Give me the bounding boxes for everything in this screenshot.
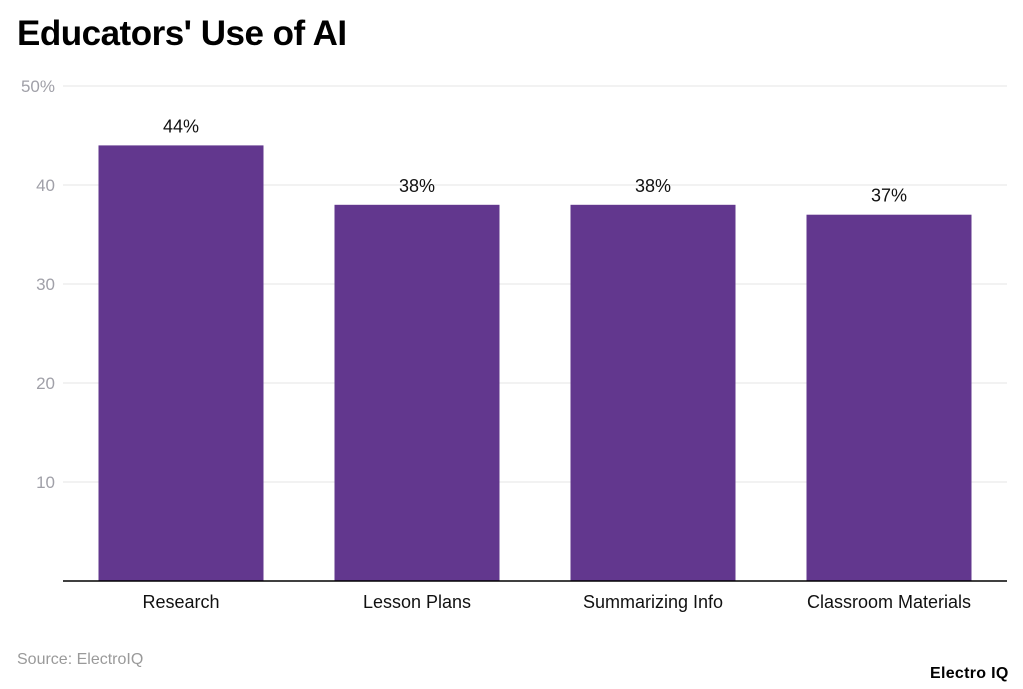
source-note: Source: ElectroIQ: [17, 651, 144, 668]
bars: [98, 145, 972, 582]
y-tick-label: 40: [36, 176, 55, 195]
y-tick-label: 20: [36, 374, 55, 393]
brand-logo: Electro IQ: [930, 665, 1009, 682]
y-tick-label: 10: [36, 473, 55, 492]
data-label: 44%: [163, 116, 199, 136]
bar: [806, 214, 972, 581]
x-category-label: Classroom Materials: [807, 592, 971, 612]
x-category-label: Lesson Plans: [363, 592, 471, 612]
bar: [570, 204, 736, 582]
data-label: 38%: [635, 176, 671, 196]
y-axis-ticks: 10 20 30 40 50%: [21, 77, 55, 492]
data-labels: 44% 38% 38% 37%: [163, 116, 907, 205]
bar: [334, 204, 500, 582]
y-tick-label: 30: [36, 275, 55, 294]
x-category-label: Research: [142, 592, 219, 612]
chart-title: Educators' Use of AI: [17, 14, 347, 53]
bar: [98, 145, 264, 581]
data-label: 37%: [871, 186, 907, 206]
x-axis-categories: Research Lesson Plans Summarizing Info Clas…: [142, 592, 971, 612]
x-category-label: Summarizing Info: [583, 592, 723, 612]
data-label: 38%: [399, 176, 435, 196]
y-tick-label: 50%: [21, 77, 55, 96]
